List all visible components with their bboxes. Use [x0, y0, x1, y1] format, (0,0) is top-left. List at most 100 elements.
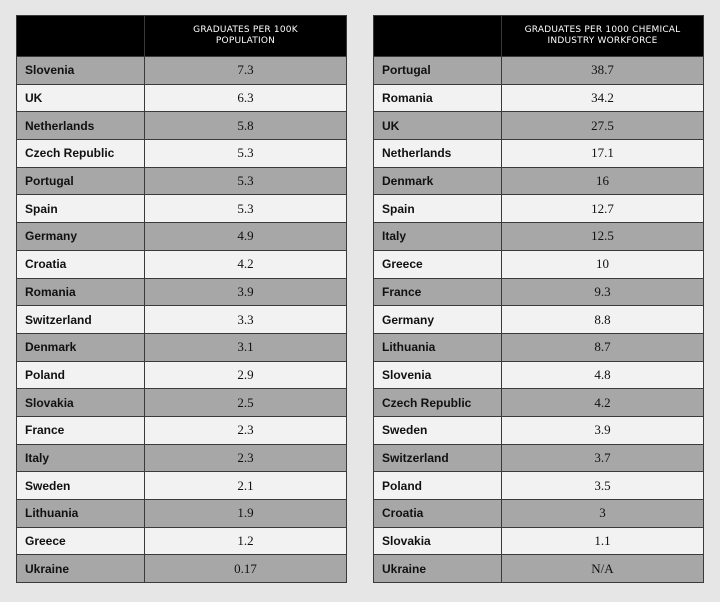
- country-cell: UK: [16, 83, 145, 113]
- value-cell: 1.2: [144, 526, 347, 556]
- country-cell: Slovenia: [16, 56, 145, 85]
- country-cell: Italy: [373, 222, 502, 251]
- value-cell: 3.5: [501, 471, 704, 500]
- table-row: Ukraine 0.17: [16, 554, 347, 584]
- table-row: Lithuania 1.9: [16, 499, 347, 528]
- table-row: Slovenia 4.8: [373, 360, 704, 390]
- country-cell: Netherlands: [16, 111, 145, 141]
- country-cell: Poland: [16, 360, 145, 390]
- country-cell: Slovenia: [373, 360, 502, 390]
- table-header-row: GRADUATES PER 1000 CHEMICAL INDUSTRY WOR…: [373, 15, 704, 57]
- country-cell: Poland: [373, 471, 502, 500]
- country-cell: Greece: [16, 526, 145, 556]
- country-cell: Italy: [16, 443, 145, 473]
- value-cell: N/A: [501, 554, 704, 584]
- country-cell: Sweden: [16, 471, 145, 500]
- value-cell: 2.1: [144, 471, 347, 500]
- table-row: Sweden 3.9: [373, 415, 704, 445]
- table-row: Spain 5.3: [16, 194, 347, 224]
- country-column-header: [16, 15, 145, 57]
- country-cell: France: [373, 277, 502, 307]
- country-cell: UK: [373, 111, 502, 141]
- table-row: Portugal 5.3: [16, 166, 347, 196]
- value-cell: 4.2: [501, 388, 704, 417]
- country-cell: Lithuania: [16, 499, 145, 528]
- table-row: Czech Republic 4.2: [373, 388, 704, 417]
- country-cell: Czech Republic: [16, 139, 145, 168]
- value-cell: 4.8: [501, 360, 704, 390]
- country-cell: Portugal: [373, 56, 502, 85]
- table-row: Greece 1.2: [16, 526, 347, 556]
- value-cell: 2.9: [144, 360, 347, 390]
- table-row: Sweden 2.1: [16, 471, 347, 500]
- table-row: Portugal 38.7: [373, 56, 704, 85]
- value-cell: 3.9: [144, 277, 347, 307]
- value-cell: 5.3: [144, 194, 347, 224]
- value-cell: 1.9: [144, 499, 347, 528]
- table-body: Slovenia 7.3 UK 6.3 Netherlands 5.8 Czech Repu…: [16, 56, 347, 584]
- country-cell: Germany: [373, 305, 502, 334]
- table-row: Switzerland 3.3: [16, 305, 347, 334]
- value-cell: 4.9: [144, 222, 347, 251]
- graduates-per-100k-table: GRADUATES PER 100K POPULATION Slovenia 7.…: [16, 15, 347, 584]
- value-cell: 2.5: [144, 388, 347, 417]
- country-cell: Denmark: [16, 332, 145, 362]
- table-row: Italy 12.5: [373, 222, 704, 251]
- country-cell: France: [16, 415, 145, 445]
- table-body: Portugal 38.7 Romania 34.2 UK 27.5 Netherlands…: [373, 56, 704, 584]
- table-row: Slovakia 1.1: [373, 526, 704, 556]
- table-row: Romania 34.2: [373, 83, 704, 113]
- value-cell: 3.1: [144, 332, 347, 362]
- value-cell: 34.2: [501, 83, 704, 113]
- table-row: France 9.3: [373, 277, 704, 307]
- country-cell: Germany: [16, 222, 145, 251]
- table-row: Germany 8.8: [373, 305, 704, 334]
- table-row: Poland 3.5: [373, 471, 704, 500]
- table-row: Poland 2.9: [16, 360, 347, 390]
- table-row: Netherlands 17.1: [373, 139, 704, 168]
- country-cell: Slovakia: [373, 526, 502, 556]
- value-cell: 6.3: [144, 83, 347, 113]
- table-row: Italy 2.3: [16, 443, 347, 473]
- table-row: Ukraine N/A: [373, 554, 704, 584]
- value-cell: 4.2: [144, 249, 347, 279]
- table-row: Slovenia 7.3: [16, 56, 347, 85]
- graduates-per-1000-workforce-table: GRADUATES PER 1000 CHEMICAL INDUSTRY WOR…: [373, 15, 704, 584]
- table-row: Germany 4.9: [16, 222, 347, 251]
- country-cell: Lithuania: [373, 332, 502, 362]
- value-cell: 16: [501, 166, 704, 196]
- value-cell: 3.9: [501, 415, 704, 445]
- value-cell: 3: [501, 499, 704, 528]
- country-cell: Denmark: [373, 166, 502, 196]
- value-cell: 2.3: [144, 415, 347, 445]
- value-cell: 5.3: [144, 166, 347, 196]
- country-cell: Romania: [373, 83, 502, 113]
- country-cell: Spain: [16, 194, 145, 224]
- value-cell: 7.3: [144, 56, 347, 85]
- table-row: Denmark 16: [373, 166, 704, 196]
- table-row: Croatia 3: [373, 499, 704, 528]
- country-cell: Sweden: [373, 415, 502, 445]
- country-cell: Switzerland: [16, 305, 145, 334]
- value-cell: 8.8: [501, 305, 704, 334]
- value-column-header: GRADUATES PER 100K POPULATION: [144, 15, 347, 57]
- table-row: Netherlands 5.8: [16, 111, 347, 141]
- value-cell: 27.5: [501, 111, 704, 141]
- value-cell: 38.7: [501, 56, 704, 85]
- country-cell: Netherlands: [373, 139, 502, 168]
- value-cell: 10: [501, 249, 704, 279]
- value-cell: 8.7: [501, 332, 704, 362]
- country-cell: Ukraine: [373, 554, 502, 584]
- country-cell: Croatia: [373, 499, 502, 528]
- table-row: UK 27.5: [373, 111, 704, 141]
- value-cell: 2.3: [144, 443, 347, 473]
- country-cell: Croatia: [16, 249, 145, 279]
- table-row: Spain 12.7: [373, 194, 704, 224]
- value-cell: 12.5: [501, 222, 704, 251]
- table-row: Greece 10: [373, 249, 704, 279]
- value-cell: 5.8: [144, 111, 347, 141]
- table-row: UK 6.3: [16, 83, 347, 113]
- country-cell: Ukraine: [16, 554, 145, 584]
- table-row: Czech Republic 5.3: [16, 139, 347, 168]
- table-header-row: GRADUATES PER 100K POPULATION: [16, 15, 347, 57]
